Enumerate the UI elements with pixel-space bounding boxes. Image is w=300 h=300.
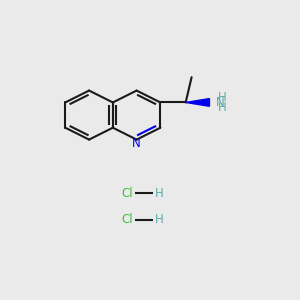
- Text: N: N: [132, 137, 141, 150]
- Text: H: H: [155, 187, 164, 200]
- Text: N: N: [215, 96, 224, 109]
- Text: Cl: Cl: [121, 213, 133, 226]
- Text: H: H: [218, 91, 226, 103]
- Text: Cl: Cl: [121, 187, 133, 200]
- Polygon shape: [186, 99, 209, 106]
- Text: H: H: [218, 101, 226, 114]
- Text: H: H: [155, 213, 164, 226]
